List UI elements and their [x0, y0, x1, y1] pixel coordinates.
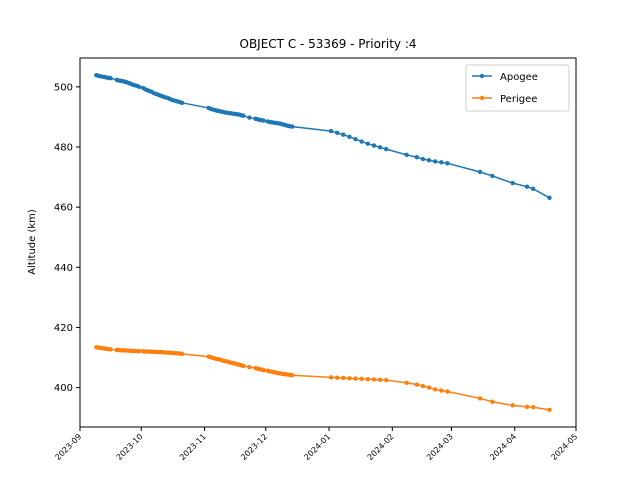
data-point-perigee — [432, 387, 438, 392]
data-point-perigee — [347, 376, 352, 381]
data-point-apogee — [108, 75, 113, 81]
data-point-perigee — [365, 376, 370, 382]
series-apogee — [94, 72, 552, 201]
data-point-perigee — [353, 376, 358, 381]
data-point-apogee — [547, 195, 552, 201]
data-point-perigee — [524, 404, 530, 410]
data-point-perigee — [490, 399, 495, 404]
data-point-perigee — [136, 349, 142, 354]
data-point-perigee — [477, 396, 483, 401]
x-tick-label: 2023-12 — [239, 432, 269, 462]
data-point-perigee — [547, 407, 552, 413]
legend-label: Perigee — [500, 94, 537, 105]
y-tick-label: 420 — [54, 323, 73, 334]
data-point-perigee — [241, 363, 246, 369]
data-point-apogee — [439, 160, 444, 165]
data-point-apogee — [414, 155, 419, 160]
data-point-perigee — [328, 375, 334, 380]
legend-marker — [479, 73, 485, 79]
data-point-apogee — [334, 130, 340, 136]
data-point-perigee — [334, 375, 340, 380]
data-point-apogee — [477, 169, 483, 175]
data-point-perigee — [359, 376, 364, 382]
plot-area: 400 420 440 460 480 500 2023-09 2023-10 2023-11 2… — [53, 72, 579, 462]
y-tick-label: 400 — [54, 383, 73, 394]
series-perigee — [94, 345, 552, 413]
x-tick-label: 2024-05 — [549, 432, 579, 462]
data-point-perigee — [290, 373, 295, 378]
x-tick-label: 2024-02 — [366, 432, 396, 462]
legend-label: Apogee — [500, 72, 538, 83]
data-point-apogee — [347, 134, 352, 139]
data-point-perigee — [414, 382, 419, 387]
x-tick-label: 2023-09 — [53, 432, 83, 462]
data-point-apogee — [247, 115, 252, 120]
data-point-apogee — [524, 184, 530, 189]
data-point-apogee — [383, 146, 389, 152]
data-point-perigee — [108, 347, 113, 352]
data-point-apogee — [136, 84, 142, 90]
data-point-perigee — [510, 403, 515, 408]
x-tick-label: 2023-10 — [115, 432, 145, 462]
data-point-perigee — [341, 375, 346, 381]
data-point-perigee — [261, 367, 266, 373]
data-point-apogee — [377, 145, 383, 150]
x-tick-label: 2024-03 — [425, 432, 455, 462]
data-point-apogee — [445, 161, 450, 166]
data-point-perigee — [179, 351, 185, 357]
data-point-perigee — [420, 383, 426, 389]
data-point-apogee — [241, 113, 246, 118]
data-point-apogee — [404, 152, 409, 158]
legend-item-apogee: Apogee — [472, 72, 538, 83]
data-point-apogee — [365, 141, 370, 146]
y-tick-label: 500 — [54, 82, 73, 93]
data-point-apogee — [341, 132, 346, 137]
y-tick-label: 480 — [54, 143, 73, 154]
data-point-apogee — [432, 159, 438, 164]
legend-item-perigee: Perigee — [472, 94, 537, 105]
legend: Apogee Perigee — [465, 64, 570, 112]
series-line-perigee — [96, 346, 550, 411]
chart-title: OBJECT C - 53369 - Priority :4 — [240, 37, 417, 51]
data-point-perigee — [377, 377, 383, 382]
x-tick-label: 2023-11 — [178, 432, 208, 462]
data-point-apogee — [530, 186, 536, 192]
data-point-apogee — [261, 118, 266, 123]
data-point-perigee — [445, 389, 450, 394]
y-tick-label: 460 — [54, 203, 73, 214]
y-axis-label: Altitude (km) — [27, 209, 38, 275]
plot-frame — [79, 57, 577, 428]
data-point-apogee — [353, 137, 358, 142]
x-tick-label: 2024-04 — [488, 432, 518, 462]
data-point-perigee — [371, 377, 377, 382]
data-point-perigee — [404, 380, 409, 385]
data-point-apogee — [179, 100, 185, 106]
data-point-perigee — [530, 404, 536, 410]
data-point-apogee — [426, 158, 432, 163]
x-tick-label: 2024-01 — [302, 432, 332, 462]
data-point-apogee — [290, 124, 295, 129]
data-point-apogee — [490, 173, 495, 179]
legend-marker — [479, 95, 485, 101]
data-point-apogee — [510, 180, 515, 186]
data-point-apogee — [420, 156, 426, 162]
data-point-apogee — [328, 128, 334, 134]
data-point-perigee — [426, 385, 432, 390]
data-point-perigee — [247, 364, 252, 370]
data-point-perigee — [383, 377, 389, 383]
y-tick-label: 440 — [54, 263, 73, 274]
data-point-apogee — [359, 139, 364, 144]
data-point-apogee — [371, 143, 377, 148]
data-point-perigee — [439, 388, 444, 393]
